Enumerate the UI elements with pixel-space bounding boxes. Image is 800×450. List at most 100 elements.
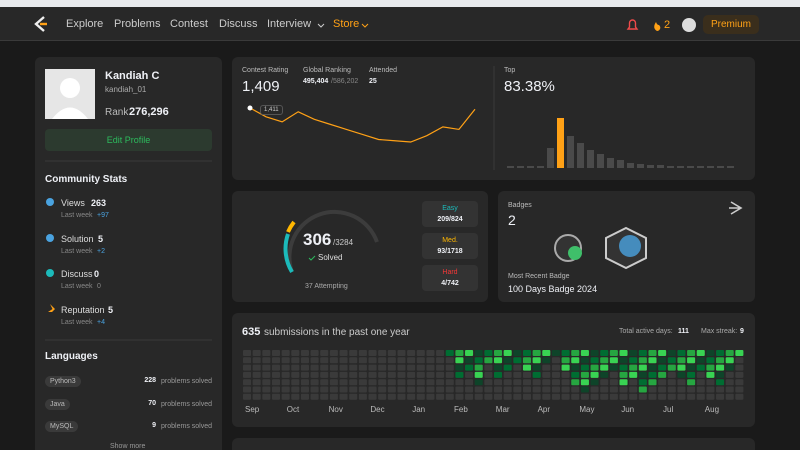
- active-cell: [532, 364, 541, 371]
- username: kandiah_01: [105, 85, 147, 94]
- inactive-cell: [600, 379, 609, 386]
- inactive-cell: [619, 386, 628, 393]
- active-cell: [522, 350, 532, 356]
- inactive-cell: [551, 379, 560, 386]
- edit-profile-button[interactable]: Edit Profile: [45, 129, 212, 151]
- inactive-cell: [494, 386, 503, 393]
- inactive-cell: [426, 350, 435, 356]
- active-cell: [629, 364, 638, 371]
- premium-button[interactable]: Premium: [703, 15, 760, 34]
- inactive-cell: [638, 393, 647, 400]
- nav-link[interactable]: Problems: [114, 18, 161, 30]
- inactive-cell: [445, 357, 454, 364]
- inactive-cell: [416, 393, 425, 400]
- inactive-cell: [416, 350, 425, 356]
- logo[interactable]: [33, 15, 49, 33]
- active-cell: [609, 357, 618, 364]
- month-label: Jun: [621, 405, 635, 414]
- distribution-bar: [617, 160, 624, 168]
- inactive-cell: [407, 386, 416, 393]
- show-more-link[interactable]: Show more: [110, 443, 146, 450]
- active-cell: [706, 371, 715, 378]
- level-box[interactable]: [422, 233, 478, 259]
- bell: [626, 19, 639, 30]
- active-cell: [600, 357, 609, 364]
- inactive-cell: [484, 393, 493, 400]
- inactive-cell: [677, 393, 686, 400]
- inactive-cell: [696, 371, 705, 378]
- stat-value: 263: [91, 198, 107, 208]
- avatar-small[interactable]: [682, 18, 696, 32]
- inactive-cell: [281, 357, 290, 364]
- active-cell: [532, 350, 541, 356]
- inactive-cell: [687, 386, 696, 393]
- inactive-cell: [590, 386, 599, 393]
- inactive-cell: [532, 393, 541, 400]
- ranking-total: /586,202: [331, 78, 359, 85]
- inactive-cell: [291, 379, 300, 386]
- active-cell: [716, 357, 725, 364]
- inactive-cell: [271, 371, 281, 378]
- inactive-cell: [619, 393, 628, 400]
- rank-label: Rank: [105, 107, 129, 118]
- inactive-cell: [291, 350, 300, 356]
- level-box[interactable]: [422, 265, 478, 291]
- distribution-bar: [637, 164, 644, 168]
- stat-label: Solution: [61, 234, 94, 244]
- active-cell: [638, 379, 647, 386]
- active-cell: [725, 350, 734, 356]
- active-cell: [638, 386, 647, 393]
- inactive-cell: [291, 357, 300, 364]
- active-cell: [503, 350, 512, 356]
- inactive-cell: [358, 386, 367, 393]
- nav-link[interactable]: Store: [333, 18, 360, 30]
- distribution-bar: [727, 166, 734, 168]
- nav-link[interactable]: Explore: [66, 18, 104, 30]
- nav-link[interactable]: Interview: [267, 18, 312, 30]
- inactive-cell: [551, 393, 560, 400]
- level-box[interactable]: [422, 201, 478, 227]
- inactive-cell: [368, 371, 377, 378]
- distribution-bar: [697, 166, 704, 168]
- inactive-cell: [252, 350, 261, 356]
- inactive-cell: [387, 350, 396, 356]
- inactive-cell: [407, 393, 416, 400]
- inactive-cell: [358, 393, 367, 400]
- nav-link[interactable]: Discuss: [219, 18, 258, 30]
- inactive-cell: [252, 393, 261, 400]
- solved-count: 306: [303, 230, 332, 249]
- inactive-cell: [426, 371, 435, 378]
- month-label: Apr: [537, 405, 551, 414]
- nav-link[interactable]: Contest: [170, 18, 208, 30]
- inactive-cell: [658, 379, 667, 386]
- inactive-cell: [387, 386, 396, 393]
- inactive-cell: [426, 386, 435, 393]
- inactive-cell: [445, 393, 454, 400]
- arrow[interactable]: [729, 201, 743, 215]
- distribution-bar: [667, 166, 674, 168]
- inactive-cell: [667, 393, 676, 400]
- active-cell: [590, 350, 599, 356]
- active-cell: [455, 364, 464, 371]
- stat-label: Views: [61, 198, 85, 208]
- inactive-cell: [378, 386, 387, 393]
- active-cell: [716, 379, 725, 386]
- stat-icon: [46, 269, 54, 277]
- inactive-cell: [561, 371, 570, 378]
- streak-count: 2: [664, 19, 671, 31]
- rating-line: [249, 107, 476, 143]
- solved-label: Solved: [318, 253, 343, 262]
- inactive-cell: [262, 371, 271, 378]
- active-cell: [658, 350, 667, 356]
- inactive-cell: [397, 371, 406, 378]
- inactive-cell: [378, 357, 387, 364]
- inactive-cell: [387, 364, 396, 371]
- inactive-cell: [281, 379, 290, 386]
- last-week-value: +2: [97, 248, 105, 255]
- inactive-cell: [349, 393, 358, 400]
- active-cell: [522, 364, 532, 371]
- active-cell: [677, 357, 686, 364]
- active-cell: [455, 357, 464, 364]
- inactive-cell: [252, 357, 261, 364]
- active-cell: [513, 357, 522, 364]
